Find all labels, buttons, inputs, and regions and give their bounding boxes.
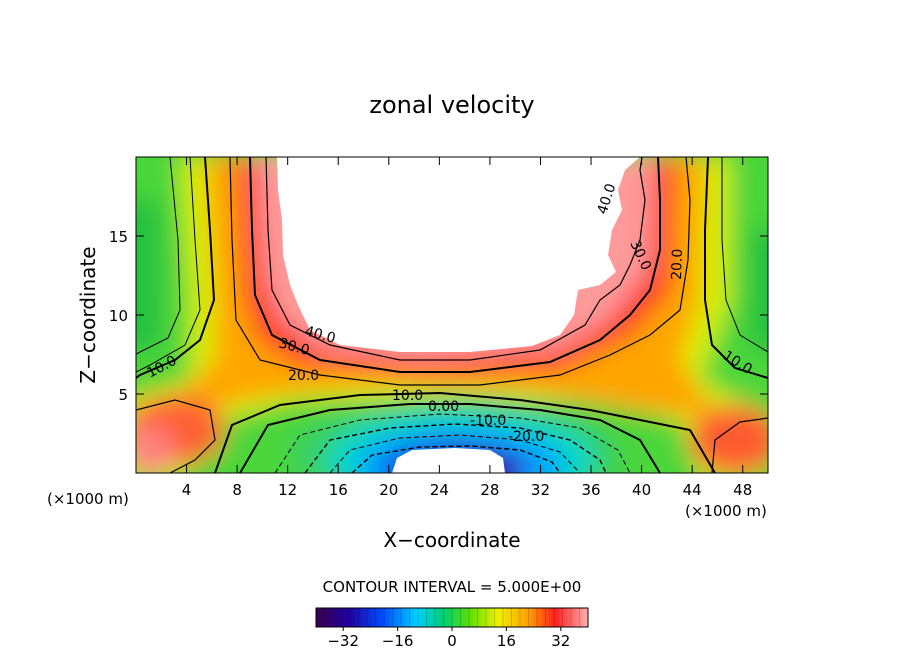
- z-axis-title: Z−coordinate: [76, 246, 100, 383]
- chart-title: zonal velocity: [369, 91, 534, 119]
- contour-line-neg15: [329, 434, 581, 473]
- contour-line-40: [265, 157, 646, 361]
- colorbar-ticks: −32 −16 0 16 32: [327, 627, 570, 650]
- contour-label-40-left: 40.0: [303, 323, 337, 347]
- colorbar-tick-label-1: −16: [382, 632, 414, 650]
- contour-label-neg20: -20.0: [508, 429, 544, 445]
- x-tick-label-44: 44: [683, 481, 702, 499]
- x-tick-label-4: 4: [182, 481, 192, 499]
- z-tick-label-15: 15: [109, 228, 128, 246]
- contour-line-10-left: [136, 157, 216, 379]
- colorbar-tick-label-0: −32: [327, 632, 359, 650]
- contour-label-30-left: 30.0: [277, 335, 311, 359]
- colorbar-tick-label-4: 32: [551, 632, 570, 650]
- plot-area: 40.0 30.0 20.0 10.0 10.0 0.00 -10.0 -20.…: [136, 157, 768, 473]
- x-unit-label-right: (×1000 m): [685, 502, 767, 520]
- x-tick-label-40: 40: [632, 481, 651, 499]
- jet-core-region: [277, 157, 640, 352]
- contour-line-zero: [239, 403, 661, 473]
- contour-line-5-left: [136, 157, 181, 355]
- contour-line-neg10: [304, 423, 607, 473]
- x-tick-label-16: 16: [329, 481, 348, 499]
- reverse-flow-core-region: [392, 448, 505, 473]
- x-axis-title: X−coordinate: [383, 528, 520, 552]
- contour-lines: [136, 157, 768, 473]
- contour-label-10-center: 10.0: [392, 388, 423, 404]
- x-tick-label-12: 12: [278, 481, 297, 499]
- x-tick-label-24: 24: [430, 481, 449, 499]
- contour-line-5-right: [721, 157, 768, 353]
- x-axis: 4 8 12 16 20 24 28 32 36 40 44 48: [182, 157, 752, 499]
- contour-label-20-left: 20.0: [288, 368, 319, 384]
- contour-line-lower-right-blob: [711, 417, 768, 473]
- z-tick-label-10: 10: [109, 307, 128, 325]
- x-unit-label-left: (×1000 m): [47, 490, 129, 508]
- contour-line-neg5: [274, 413, 631, 473]
- x-tick-label-32: 32: [531, 481, 550, 499]
- contour-line-30: [249, 157, 661, 373]
- contour-line-neg20: [351, 445, 561, 473]
- x-tick-label-8: 8: [232, 481, 242, 499]
- colorbar-tick-label-2: 0: [447, 632, 457, 650]
- contour-line-10-low: [214, 391, 716, 473]
- x-tick-label-48: 48: [733, 481, 752, 499]
- colorbar-stripes: [315, 608, 589, 627]
- contour-interval-note: CONTOUR INTERVAL = 5.000E+00: [323, 578, 582, 596]
- contour-line-20: [229, 157, 691, 386]
- contour-labels: 40.0 30.0 20.0 10.0 10.0 0.00 -10.0 -20.…: [144, 182, 754, 445]
- colorbar-tick-label-3: 16: [497, 632, 516, 650]
- colorbar: −32 −16 0 16 32: [315, 607, 589, 650]
- z-axis: 5 10 15: [109, 228, 768, 404]
- contour-label-zero: 0.00: [428, 399, 459, 415]
- contour-label-20-right: 20.0: [669, 248, 686, 280]
- x-tick-label-28: 28: [480, 481, 499, 499]
- contour-line-lower-left-blob: [136, 399, 216, 473]
- contour-line-15-left: [136, 157, 201, 373]
- x-tick-label-20: 20: [379, 481, 398, 499]
- contour-line-10-right: [704, 157, 768, 379]
- z-tick-label-5: 5: [118, 386, 128, 404]
- x-tick-label-36: 36: [581, 481, 600, 499]
- contour-label-neg10: -10.0: [470, 413, 506, 429]
